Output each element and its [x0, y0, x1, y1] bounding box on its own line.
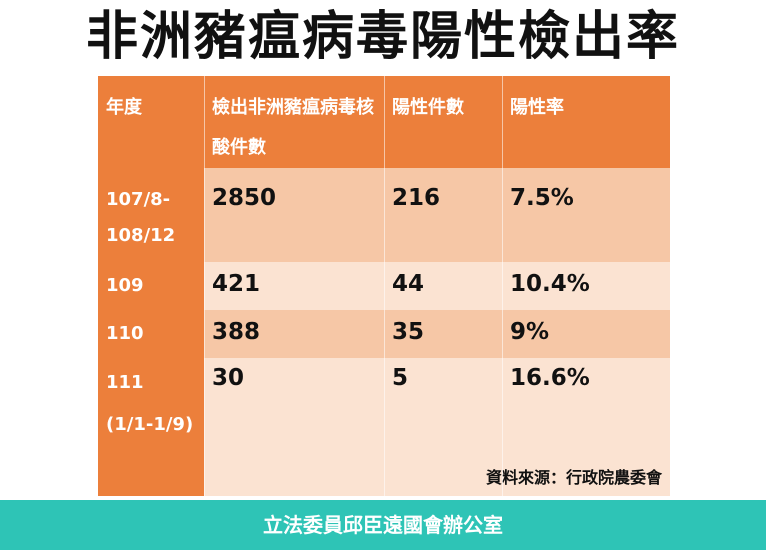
row-rate: 7.5% [510, 185, 574, 211]
header-rate: 陽性率 [510, 97, 564, 118]
source-note: 資料來源：行政院農委會 [485, 468, 662, 487]
column-divider [204, 76, 205, 496]
header-year: 年度 [106, 97, 142, 118]
row-rate: 16.6% [510, 365, 590, 391]
header-detected: 檢出非洲豬瘟病毒核酸件數 [212, 97, 374, 158]
row-year: 111 (1/1-1/9) [98, 358, 204, 496]
row-detected: 388 [212, 319, 261, 345]
footer-banner: 立法委員邱臣遠國會辦公室 [0, 500, 766, 550]
row-rate: 10.4% [510, 271, 590, 297]
row-detected: 2850 [212, 185, 277, 211]
column-divider [502, 76, 503, 496]
row-rate: 9% [510, 319, 550, 345]
row-detected: 30 [212, 365, 245, 391]
row-year: 107/8-108/12 [98, 168, 204, 262]
column-divider [384, 76, 385, 496]
row-year: 110 [98, 310, 204, 358]
row-positive: 5 [392, 365, 409, 391]
row-positive: 35 [392, 319, 425, 345]
data-table: 年度 檢出非洲豬瘟病毒核酸件數 陽性件數 陽性率 107/8-108/12 28… [98, 76, 670, 496]
row-positive: 44 [392, 271, 425, 297]
row-detected: 421 [212, 271, 261, 297]
row-year: 109 [98, 262, 204, 310]
page-title: 非洲豬瘟病毒陽性檢出率 [85, 7, 680, 67]
header-positive: 陽性件數 [392, 97, 464, 118]
row-positive: 216 [392, 185, 441, 211]
